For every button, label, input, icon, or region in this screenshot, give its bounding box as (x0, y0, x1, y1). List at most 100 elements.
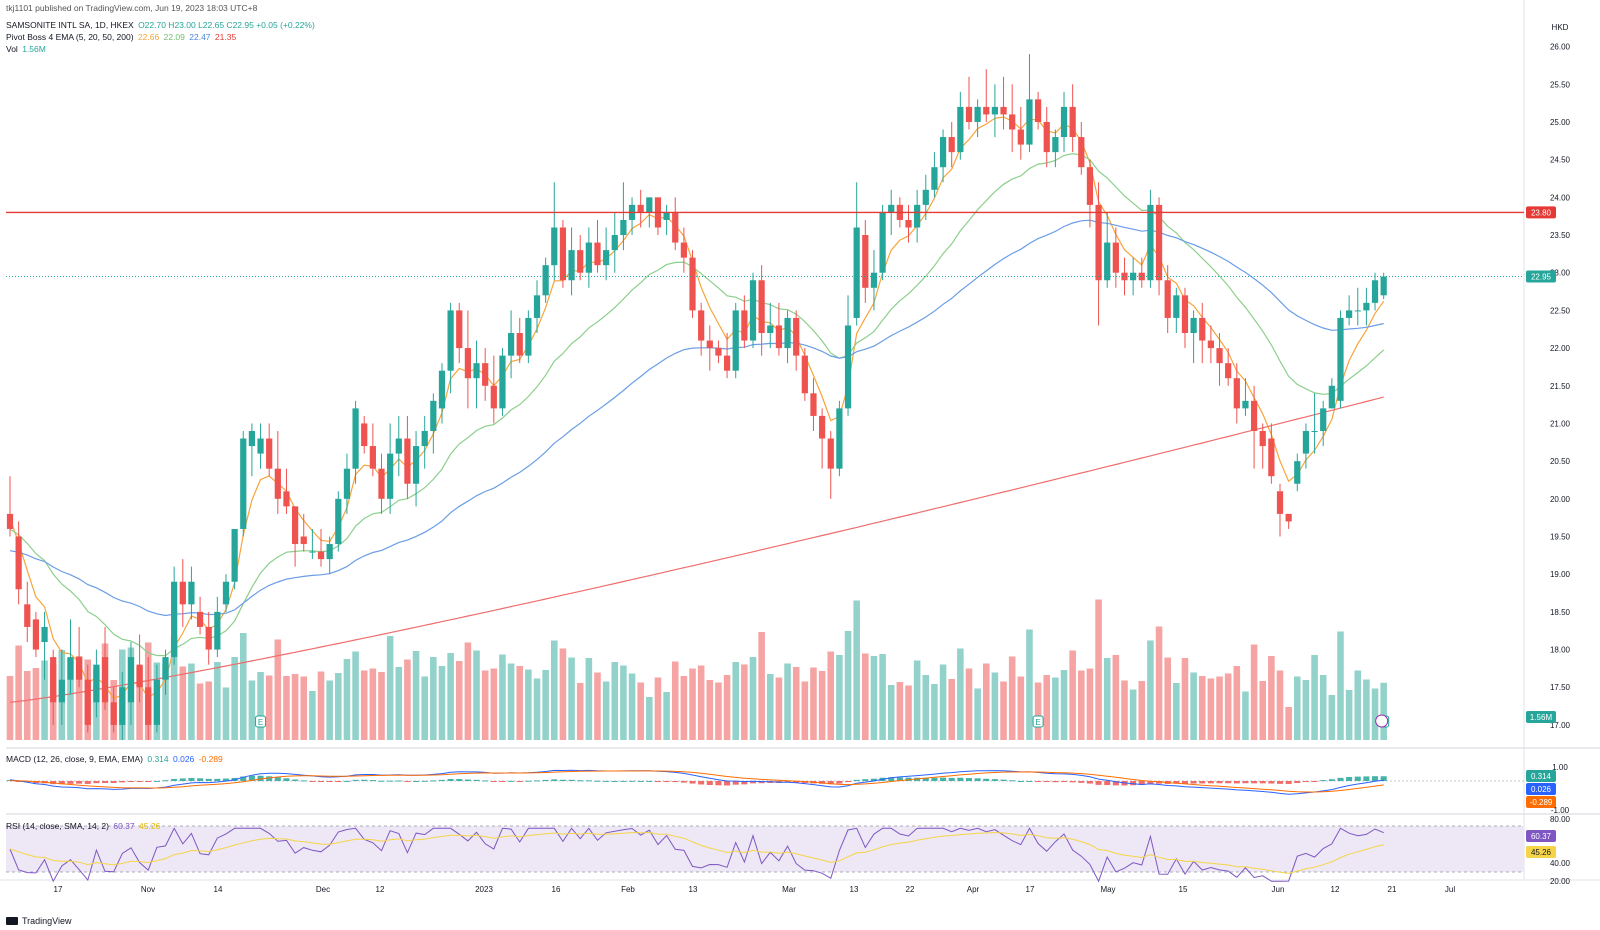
volume-bar (291, 674, 299, 740)
macd-histogram-bar (663, 781, 670, 782)
macd-histogram-bar (1207, 781, 1214, 784)
candle-body (153, 679, 160, 725)
candle-body (248, 430, 256, 447)
candle-body (1233, 378, 1240, 409)
macd-line-value: 0.026 (173, 754, 195, 764)
volume-bar (542, 670, 549, 740)
macd-histogram-bar (438, 779, 445, 781)
macd-histogram-bar (1017, 780, 1024, 782)
volume-bar (188, 663, 195, 740)
macd-histogram-bar (76, 781, 83, 784)
candle-body (1190, 317, 1197, 334)
ema20-line (9, 152, 1385, 657)
volume-bar (576, 683, 584, 740)
candle-body (689, 257, 696, 311)
candle-body (568, 250, 575, 281)
volume-bar (749, 657, 757, 740)
candle-body (309, 551, 316, 553)
macd-histogram-bar (326, 781, 333, 782)
volume-bar (1198, 676, 1206, 740)
volume-bar (706, 680, 714, 740)
rsi-tag (1526, 846, 1556, 858)
volume-bar (67, 659, 74, 740)
candle-body (387, 453, 394, 499)
volume-bar (1380, 682, 1387, 740)
volume-bar (1242, 691, 1249, 740)
time-tick-label: 21 (1388, 885, 1397, 894)
candle-body (456, 310, 463, 349)
volume-bar (646, 697, 653, 740)
candle-body (1130, 272, 1137, 281)
volume-bar (421, 676, 428, 740)
earnings-marker (1032, 715, 1044, 728)
rsi-ma-line (9, 831, 1384, 874)
candle-body (1043, 121, 1050, 153)
rsi-tag (1526, 830, 1556, 842)
macd-histogram-bar (1276, 781, 1284, 784)
macd-histogram-bar (689, 781, 696, 784)
candle-body (335, 498, 342, 545)
macd-label: MACD (12, 26, close, 9, EMA, EMA) (6, 754, 143, 764)
volume-bar (732, 662, 740, 740)
volume-bar (395, 667, 403, 740)
rsi-tag-label: 45.26 (1531, 848, 1552, 857)
volume-bar (758, 632, 765, 740)
volume-bar (663, 692, 670, 740)
ema-label: Pivot Boss 4 EMA (5, 20, 50, 200) (6, 32, 134, 42)
macd-histogram-bar (793, 781, 800, 783)
macd-histogram-bar (343, 780, 350, 782)
macd-histogram-bar (214, 778, 221, 781)
macd-histogram-bar (421, 780, 428, 782)
volume-bar (1207, 678, 1215, 740)
macd-histogram-bar (136, 781, 143, 782)
candle-body (905, 219, 912, 228)
candle-body (1302, 430, 1310, 454)
macd-histogram-bar (153, 780, 160, 782)
candle-body (326, 544, 333, 560)
macd-histogram-bar (1302, 781, 1309, 782)
earnings-marker-label: E (258, 718, 263, 727)
macd-histogram-bar (84, 781, 91, 784)
price-tick-label: 23.00 (1550, 269, 1571, 278)
volume-bar (568, 657, 575, 740)
candle-body (473, 363, 480, 379)
volume-bar (1181, 658, 1189, 740)
macd-axis-label: 1.00 (1552, 763, 1568, 772)
candle-body (793, 317, 800, 356)
volume-bar (378, 672, 385, 740)
price-tick-label: 24.50 (1550, 156, 1571, 165)
macd-histogram-bar (266, 776, 273, 781)
candle-body (1078, 137, 1085, 168)
candle-body (438, 370, 446, 409)
candle-body (620, 219, 627, 236)
candle-body (1380, 276, 1387, 296)
published-line: tkj1101 published on TradingView.com, Ju… (6, 3, 258, 13)
macd-histogram-bar (162, 780, 169, 782)
macd-histogram-bar (197, 778, 204, 781)
macd-histogram-bar (948, 777, 955, 781)
candle-body (1138, 272, 1145, 281)
candle-body (1294, 461, 1301, 484)
macd-histogram-bar (1225, 781, 1232, 784)
volume-bar (1276, 670, 1284, 740)
candle-body (291, 506, 299, 545)
tradingview-brand[interactable]: TradingView (6, 916, 72, 926)
rsi-line (9, 827, 1384, 883)
volume-bar (231, 657, 238, 740)
macd-histogram-bar (1000, 779, 1007, 781)
candle-body (171, 581, 178, 658)
volume-bar (896, 682, 904, 740)
candle-body (1216, 348, 1223, 364)
volume-bar (766, 674, 774, 740)
volume-bar (438, 666, 446, 740)
macd-histogram-bar (991, 779, 998, 781)
macd-histogram-bar (1086, 781, 1093, 784)
candle-body (516, 333, 523, 356)
rsi-axis-label: 40.00 (1550, 859, 1571, 868)
macd-histogram-bar (499, 781, 506, 782)
macd-histogram-bar (1104, 781, 1111, 786)
volume-bar (1121, 680, 1128, 740)
macd-histogram-bar (309, 781, 316, 782)
candle-body (196, 611, 204, 627)
